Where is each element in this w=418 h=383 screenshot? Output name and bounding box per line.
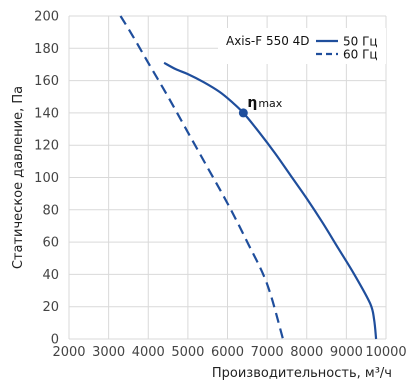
y-axis-title: Статическое давление, Па: [11, 86, 26, 269]
y-tick-label: 100: [34, 171, 59, 186]
legend-label-2: 60 Гц: [343, 48, 378, 62]
eta-max-label: ηmax: [247, 95, 282, 111]
y-tick-label: 80: [42, 203, 59, 218]
y-tick-label: 200: [34, 10, 59, 25]
axes: 2000 3000 4000 5000 6000 7000 8000 9000 10000 0 20…: [34, 10, 407, 361]
series-line-1: [163, 61, 378, 340]
grid: [68, 15, 387, 340]
y-tick-label: 20: [42, 300, 59, 315]
y-tick-label: 180: [34, 42, 59, 57]
x-tick-label: 6000: [211, 345, 244, 360]
y-tick-label: 120: [34, 139, 59, 154]
x-tick-label: 8000: [290, 345, 323, 360]
y-tick-label: 0: [51, 333, 59, 348]
x-tick-label: 5000: [171, 345, 204, 360]
y-tick-label: 40: [42, 268, 59, 283]
eta-max-suffix: max: [258, 97, 282, 110]
x-tick-label: 9000: [330, 345, 363, 360]
y-tick-label: 140: [34, 106, 59, 121]
series-line-2: [119, 15, 285, 340]
legend-title: Axis-F 550 4D: [226, 34, 310, 48]
eta-max-point: [238, 108, 248, 118]
x-tick-label: 10000: [365, 345, 406, 360]
x-axis-title: Производительность, м³/ч: [212, 366, 392, 381]
legend-background: [218, 28, 386, 64]
annotation-layer: ηmax: [238, 95, 283, 118]
x-tick-label: 4000: [132, 345, 165, 360]
series-layer: [119, 15, 378, 340]
x-tick-label: 7000: [251, 345, 284, 360]
x-tick-label: 2000: [52, 345, 85, 360]
y-tick-label: 60: [42, 236, 59, 251]
x-tick-label: 3000: [92, 345, 125, 360]
y-tick-label: 160: [34, 74, 59, 89]
legend-label-1: 50 Гц: [343, 35, 378, 49]
